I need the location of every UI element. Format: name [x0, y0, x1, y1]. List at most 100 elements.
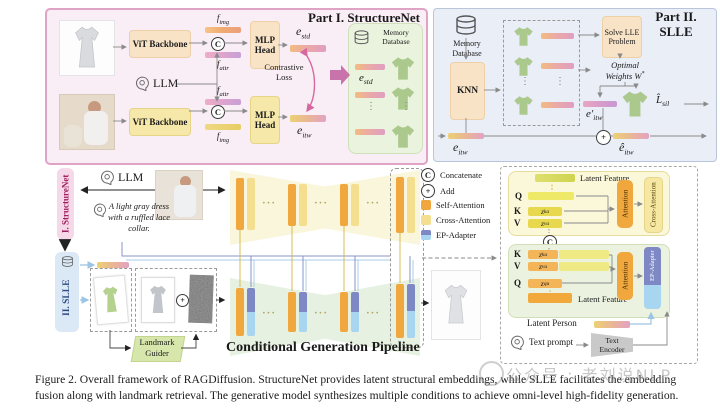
- pill-slle: II. SLLE: [55, 252, 79, 332]
- f-img-bar-bottom: [205, 124, 241, 130]
- llm-label-part1: LLM: [153, 76, 179, 90]
- person-body: [174, 185, 196, 217]
- watermark-logo: [479, 361, 504, 386]
- ep-adapter-block: EP-Adapter: [644, 247, 661, 309]
- person-photo-middle: [155, 170, 203, 220]
- k-label: K: [514, 249, 522, 259]
- database-icon-small: [61, 256, 74, 268]
- latent-feature-label-top: Latent Feature: [580, 173, 630, 183]
- l-sil-label: L̂sil: [656, 94, 670, 109]
- ep-adapter-bar: [351, 292, 359, 332]
- f-attr-label-bottom: fattr: [217, 85, 229, 98]
- e-hat-itw-label: êitw: [619, 140, 634, 157]
- cross-attention-bar: [299, 184, 307, 226]
- landmark-guider-label: Landmark Guider: [139, 337, 175, 358]
- attention-block-top: Attention: [617, 180, 633, 228]
- latent-feature-bar-bottom: [528, 293, 572, 303]
- e-itw-bar-part2: [448, 133, 484, 139]
- self-attention-bar: [396, 284, 404, 338]
- e-std-bar: [290, 45, 326, 52]
- latent-person-label: Latent Person: [527, 318, 577, 328]
- ep-adapter-bar: [407, 284, 415, 338]
- optimal-weights-label: Optimal Weights W*: [605, 60, 645, 81]
- vertical-dots: ⋮: [520, 76, 530, 87]
- highlighted-block-outline: [390, 168, 424, 348]
- figure-caption: Figure 2. Overall framework of RAGDiffus…: [35, 373, 679, 402]
- pill-slle-label: II. SLLE: [62, 279, 72, 317]
- latent-feature-bar-top: [535, 174, 575, 182]
- self-attention-bar: [288, 292, 296, 332]
- concat-icon: C: [421, 168, 435, 182]
- v-label: V: [514, 261, 521, 271]
- memory-database-box: Memory Database estd ⋮ ⋮: [348, 23, 423, 154]
- memory-embedding-bar: [355, 129, 385, 135]
- q-label: Q: [515, 191, 523, 201]
- ep-adapter-bar: [247, 288, 255, 336]
- garment-silhouette: [389, 124, 417, 149]
- garment-sketch-tile: [141, 277, 175, 323]
- memory-embedding-bar: [355, 64, 385, 70]
- vit-backbone-top: ViT Backbone: [129, 30, 191, 58]
- cross-attention-block: Cross-Attention: [644, 177, 663, 233]
- latent-feature-label-bottom: Latent Feature: [578, 294, 628, 304]
- legend-label: Self-Attention: [436, 200, 485, 210]
- e-itw-label-part2: eitw: [453, 140, 468, 157]
- concat-icon: C: [211, 37, 225, 51]
- f-img-label-bottom: fimg: [216, 131, 230, 144]
- llm-head-icon: [100, 170, 115, 185]
- dots: ···: [366, 197, 381, 209]
- prompt-head-icon: [510, 335, 525, 350]
- e-std-label: estd: [296, 24, 311, 41]
- dots: ···: [314, 197, 329, 209]
- latent-person-bar: [594, 321, 630, 328]
- person-body: [84, 111, 108, 145]
- llm-label-middle: LLM: [118, 170, 144, 184]
- self-attention-bar: [288, 184, 296, 226]
- vit-backbone-bottom: ViT Backbone: [129, 108, 191, 136]
- dots: ···: [314, 307, 329, 319]
- vertical-dots: ⋮: [555, 76, 565, 87]
- memory-embedding-bar: [355, 92, 385, 98]
- f-attr-bar-bottom: [205, 99, 241, 105]
- memory-e-std-label: estd: [359, 72, 373, 87]
- legend-label: Concatenate: [440, 170, 483, 180]
- retrieved-neighbors-box: ⋮ ⋮: [503, 20, 580, 126]
- cross-attention-swatch: [421, 215, 431, 225]
- attention-block-bottom: Attention: [617, 252, 633, 300]
- part2-title: Part II. SLLE: [655, 9, 697, 39]
- e-itw-label: eitw: [297, 123, 312, 140]
- dots: ···: [366, 307, 381, 319]
- cross-attention-bar: [351, 184, 359, 226]
- self-attention-swatch: [421, 200, 431, 210]
- slle-embedding-bar: [97, 262, 129, 268]
- memory-database-label-part2: Memory Database: [452, 39, 482, 58]
- neighbor-embedding-bar: [541, 33, 574, 39]
- f-attr-label-top: fattr: [217, 59, 229, 72]
- vertical-dots: ⋮: [401, 101, 411, 112]
- generated-garment-photo: [431, 270, 481, 340]
- legend-concatenate: C Concatenate: [421, 168, 482, 182]
- cross-attention-bar: [407, 177, 415, 233]
- concat-feature-bar: [559, 250, 609, 259]
- v-label: V: [514, 218, 521, 228]
- text-prompt-label: Text prompt: [529, 337, 574, 347]
- garment-silhouette: [512, 26, 535, 47]
- dots: ···: [262, 307, 277, 319]
- knn-block: KNN: [450, 62, 485, 120]
- in-the-wild-person-photo: [59, 94, 115, 150]
- e-hat-itw-bar: [613, 133, 649, 139]
- standard-garment-photo: [59, 20, 115, 76]
- llm-head-icon: [135, 76, 150, 91]
- garment-silhouette: [619, 90, 651, 118]
- prompt-text: A light gray dress with a ruffled lace c…: [107, 201, 171, 234]
- f-attr-bar-top: [205, 52, 241, 58]
- e-itw-bar: [290, 115, 326, 122]
- self-attention-bar: [396, 177, 404, 233]
- pill-structurenet: I. StructureNet: [57, 168, 74, 240]
- self-attention-bar: [340, 292, 348, 332]
- k-label: K: [514, 206, 522, 216]
- garment-silhouette: [512, 95, 535, 116]
